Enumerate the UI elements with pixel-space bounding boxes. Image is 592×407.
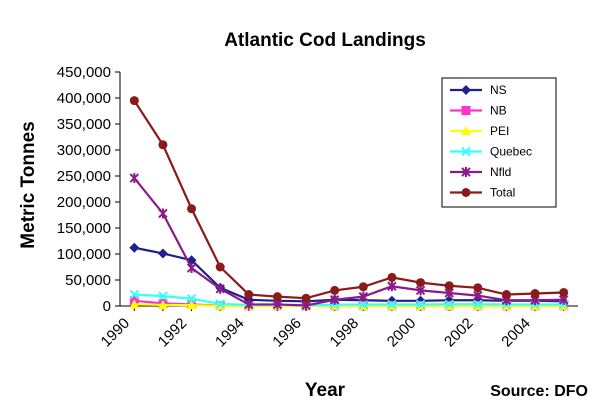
data-point-quebec — [387, 299, 397, 310]
legend-item-pei: PEI — [450, 124, 509, 138]
legend-marker-nfld — [461, 167, 471, 177]
data-point-nfld — [158, 208, 168, 219]
legend-label-pei: PEI — [490, 124, 509, 138]
data-point-nfld — [244, 299, 254, 310]
series-layer — [129, 96, 569, 311]
legend-label-quebec: Quebec — [490, 145, 532, 159]
y-tick-label: 0 — [103, 298, 111, 315]
data-point-total — [301, 293, 311, 303]
legend-marker-pei — [461, 126, 471, 135]
legend-box — [441, 77, 557, 208]
y-tick-label: 100,000 — [57, 246, 111, 263]
y-tick-label: 50,000 — [65, 272, 111, 289]
legend-label-ns: NS — [490, 83, 507, 97]
legend-item-quebec: Quebec — [450, 145, 532, 159]
data-point-total — [416, 278, 426, 288]
series-line-total — [133, 100, 564, 300]
data-point-nfld — [215, 283, 225, 294]
data-point-total — [158, 140, 168, 150]
legend-marker-total — [461, 188, 471, 197]
data-point-nfld — [387, 281, 397, 292]
data-point-total — [129, 96, 139, 106]
data-point-pei — [157, 299, 168, 309]
data-point-ns — [157, 248, 168, 259]
x-axis-title: Year — [305, 380, 346, 401]
data-point-total — [215, 262, 225, 272]
data-point-quebec — [129, 289, 140, 300]
chart-title: Atlantic Cod Landings — [224, 30, 426, 51]
data-point-total — [244, 290, 254, 300]
data-point-quebec — [473, 299, 483, 309]
data-point-nfld — [358, 291, 369, 302]
legend-marker-quebec — [461, 146, 471, 157]
data-point-total — [501, 290, 511, 300]
y-tick-label: 400,000 — [57, 90, 111, 107]
data-point-pei — [186, 300, 197, 310]
series-line-pei — [134, 303, 564, 307]
data-point-total — [473, 283, 483, 293]
data-point-total — [559, 287, 569, 297]
series-line-nfld — [133, 177, 564, 307]
y-tick-label: 250,000 — [57, 168, 111, 185]
data-point-total — [387, 272, 397, 282]
data-point-nfld — [329, 294, 340, 305]
data-point-quebec — [186, 294, 197, 304]
y-tick-label: 200,000 — [57, 194, 111, 211]
legend-item-ns: NS — [450, 83, 507, 97]
legend-label-nb: NB — [490, 104, 507, 118]
y-tick-label: 150,000 — [57, 220, 111, 237]
legend-item-nfld: Nfld — [450, 165, 511, 179]
legend-marker-ns — [461, 85, 471, 95]
source-label: Source: DFO — [490, 383, 588, 400]
data-point-quebec — [415, 299, 426, 310]
data-point-quebec — [158, 291, 168, 301]
data-point-total — [330, 285, 340, 295]
data-point-quebec — [215, 299, 225, 309]
legend-marker-nb — [461, 106, 471, 115]
data-point-total — [187, 204, 197, 214]
y-tick-label: 300,000 — [57, 142, 111, 159]
data-point-total — [358, 282, 368, 292]
data-point-total — [530, 289, 540, 299]
data-point-pei — [129, 299, 140, 309]
data-point-nfld — [186, 263, 197, 274]
data-point-quebec — [444, 299, 454, 309]
legend-item-nb: NB — [450, 104, 507, 118]
series-line-quebec — [134, 293, 564, 307]
data-point-total — [444, 281, 454, 291]
series-total — [129, 96, 569, 303]
data-point-quebec — [358, 299, 369, 310]
series-nfld — [129, 173, 569, 311]
y-axis-title: Metric Tonnes — [18, 121, 39, 248]
legend-label-total: Total — [490, 186, 515, 200]
y-tick-label: 450,000 — [57, 64, 111, 81]
y-tick-label: 350,000 — [57, 116, 111, 133]
series-line-ns — [134, 246, 564, 303]
data-point-nfld — [129, 173, 140, 184]
legend-item-total: Total — [450, 186, 515, 200]
data-point-total — [272, 292, 282, 302]
legend-label-nfld: Nfld — [490, 165, 511, 179]
data-point-ns — [129, 242, 140, 253]
legend: NS NB PEI Quebec Nfld Total — [441, 77, 557, 208]
